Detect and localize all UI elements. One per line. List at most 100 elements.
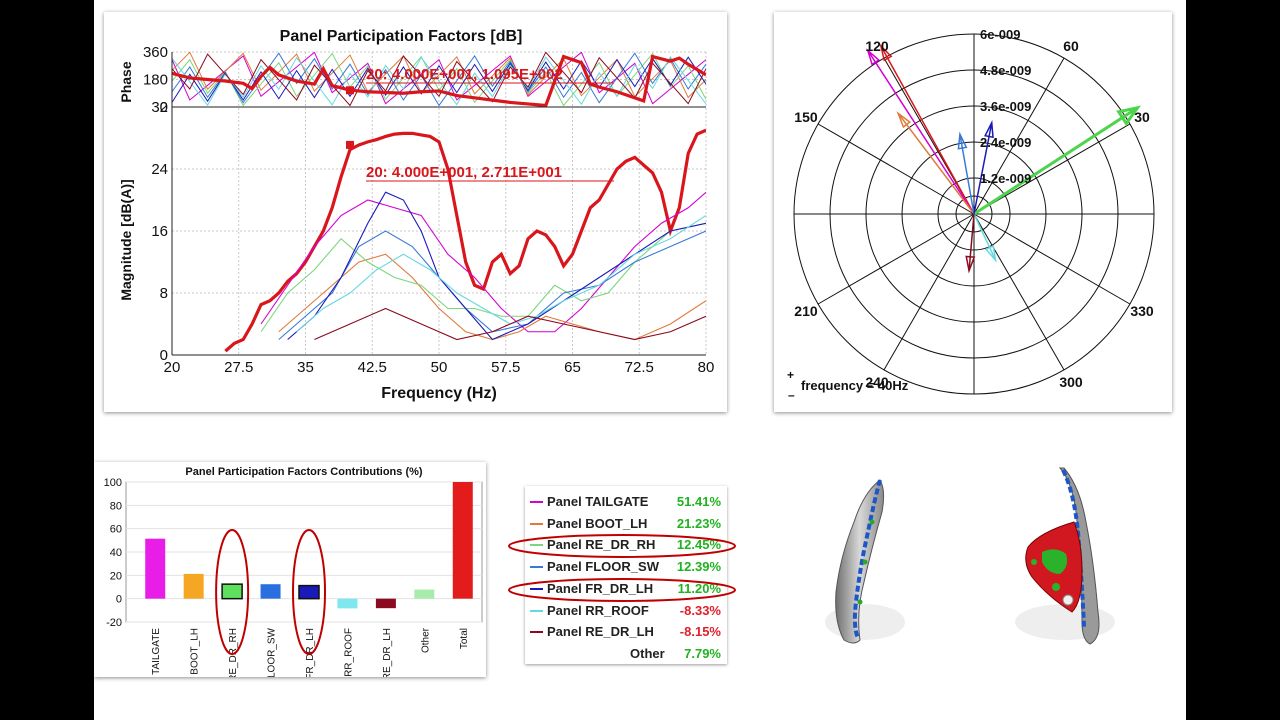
bar-y-tick-label: -20 xyxy=(106,617,122,629)
legend-row-panel-rr-roof[interactable]: Panel RR_ROOF -8.33% xyxy=(525,600,727,622)
legend-name: Panel BOOT_LH xyxy=(547,515,648,531)
legend-row-panel-floor-sw[interactable]: Panel FLOOR_SW 12.39% xyxy=(525,556,727,578)
angle-tick-label: 150 xyxy=(794,109,818,125)
bar-boot-lh[interactable] xyxy=(183,573,204,599)
legend-row-panel-re-dr-rh[interactable]: Panel RE_DR_RH 12.45% xyxy=(525,534,727,556)
phase-panel-traces xyxy=(172,52,706,107)
phase-tick-label: 0 xyxy=(160,99,168,116)
phase-series-panel-rr-roof xyxy=(172,55,706,107)
vector-head-panel-re-dr-lh xyxy=(965,255,976,274)
contributions-bar-chart: Panel Participation Factors Contribution… xyxy=(104,466,483,684)
ppf-axes: 20 27.5 35 42.5 50 57.5 65 72.5 8008162432018036… xyxy=(143,44,714,376)
ppf-series-group xyxy=(172,52,706,353)
door-model-left-view xyxy=(825,479,905,644)
legend-name: Other xyxy=(630,645,665,661)
magnitude-cursor-annotation: 20: 4.000E+001, 2.711E+001 xyxy=(366,164,562,181)
zoom-plus-label[interactable]: + xyxy=(787,368,794,382)
bar-other[interactable] xyxy=(414,589,435,599)
vector-panel-re-dr-rh xyxy=(973,106,1139,216)
legend-name: Panel RE_DR_LH xyxy=(547,624,654,640)
bar-fr-dr-lh[interactable] xyxy=(298,584,320,600)
phase-cursor-marker[interactable] xyxy=(346,86,354,95)
bar-y-tick-label: 40 xyxy=(110,547,122,559)
phase-series-panel-fr-dr-lh xyxy=(172,56,706,103)
door-model-right-view xyxy=(1015,467,1115,645)
magnitude-series-panel-re-dr-rh xyxy=(260,222,706,333)
x-tick-label: 35 xyxy=(297,359,314,376)
magnitude-tick-label: 24 xyxy=(151,161,168,178)
polar-chart: 1.2e-009 2.4e-009 3.6e-009 4.8e-009 6e-009 30… xyxy=(787,28,1155,402)
legend-row-panel-fr-dr-lh[interactable]: Panel FR_DR_LH 11.20% xyxy=(525,578,727,600)
x-tick-label: 50 xyxy=(431,359,448,376)
legend-row-other[interactable]: Other 7.79% xyxy=(525,643,727,665)
vector-head-panel-re-dr-rh xyxy=(1116,105,1142,127)
legend-value: 11.20% xyxy=(677,580,721,596)
magnitude-axis-label: Magnitude [dB(A)] xyxy=(118,179,134,300)
ppf-chart: Panel Participation Factors [dB] 20 27.5 3… xyxy=(118,28,714,402)
ppf-title: Panel Participation Factors [dB] xyxy=(280,28,523,45)
polar-spoke xyxy=(817,123,975,215)
legend-value: 21.23% xyxy=(676,515,721,531)
contributions-legend: Panel TAILGATE 51.41% Panel BOOT_LH 21.23% P… xyxy=(525,486,727,664)
radial-tick-label: 1.2e-009 xyxy=(980,171,1031,186)
legend-swatch xyxy=(530,587,543,590)
magnitude-tick-label: 32 xyxy=(151,99,168,116)
legend-value: 12.45% xyxy=(676,537,721,553)
door-model-graphic xyxy=(825,467,1115,645)
bar-grid xyxy=(125,481,483,623)
bar-y-tick-label: 80 xyxy=(110,500,122,512)
bar-category-label: RR_ROOF xyxy=(343,628,354,677)
vector-panel-re-dr-lh xyxy=(968,213,975,271)
phase-series-panel-re-dr-lh xyxy=(172,52,706,107)
bar-total[interactable] xyxy=(452,482,473,599)
highlight-ellipse-re-dr-rh xyxy=(508,534,736,558)
legend-name: Panel RR_ROOF xyxy=(547,602,649,618)
frequency-axis-label: Frequency (Hz) xyxy=(381,385,497,402)
bar-category-label: RE_DR_RH xyxy=(228,628,239,677)
bar-category-label: FLOOR_SW xyxy=(267,627,278,677)
angle-tick-label: 330 xyxy=(1130,303,1154,319)
bar-floor-sw[interactable] xyxy=(260,584,281,599)
vector-total xyxy=(880,45,975,215)
zoom-minus-label[interactable]: – xyxy=(788,388,795,402)
magnitude-tick-label: 0 xyxy=(160,347,168,364)
door-model-views xyxy=(820,462,1140,652)
bar-category-label: TAILGATE xyxy=(151,628,162,675)
legend-value: 51.41% xyxy=(676,494,721,509)
angle-tick-label: 240 xyxy=(865,374,889,390)
angle-tick-label: 210 xyxy=(794,303,818,319)
legend-highlight-overlay xyxy=(508,534,736,602)
bar-y-tick-label: 60 xyxy=(110,524,122,536)
legend-row-panel-boot-lh[interactable]: Panel BOOT_LH 21.23% xyxy=(525,513,727,535)
magnitude-cursor-marker[interactable] xyxy=(346,140,354,149)
magnitude-series-panel-fr-dr-lh xyxy=(287,191,706,341)
vector-head-panel-boot-lh xyxy=(896,111,912,129)
bar-rr-roof[interactable] xyxy=(337,598,358,609)
legend-value: -8.15% xyxy=(679,624,721,640)
bar-y-tick-label: 0 xyxy=(116,594,122,606)
polar-spoke xyxy=(973,123,1131,215)
x-tick-label: 27.5 xyxy=(224,359,253,376)
vector-head-panel-fr-dr-lh xyxy=(984,120,994,139)
legend-swatch xyxy=(530,609,543,612)
bar-re-dr-rh[interactable] xyxy=(221,583,243,600)
magnitude-series-panel-floor-sw xyxy=(278,230,706,340)
legend-value: 12.39% xyxy=(676,559,721,575)
polar-spoke xyxy=(973,57,1065,215)
polar-spoke xyxy=(973,213,1065,371)
legend-name: Panel FLOOR_SW xyxy=(547,559,659,575)
magnitude-series-panel-rr-roof xyxy=(296,215,706,333)
bar-tailgate[interactable] xyxy=(145,538,166,599)
highlight-ellipse-fr-dr-lh xyxy=(292,529,326,655)
bar-category-label: Other xyxy=(420,627,431,653)
bar-re-dr-lh[interactable] xyxy=(375,598,396,609)
bar-y-tick-label: 100 xyxy=(104,477,122,489)
phase-cursor-annotation: 20: 4.000E+001, 1.095E+002 xyxy=(366,66,563,83)
legend-value: 7.79% xyxy=(684,645,721,661)
legend-row-panel-re-dr-lh[interactable]: Panel RE_DR_LH -8.15% xyxy=(525,621,727,643)
angle-tick-label: 60 xyxy=(1063,38,1079,54)
polar-chart-panel: 1.2e-009 2.4e-009 3.6e-009 4.8e-009 6e-009 30… xyxy=(774,12,1172,412)
bar-category-label: BOOT_LH xyxy=(190,628,201,675)
legend-row-panel-tailgate[interactable]: Panel TAILGATE 51.41% xyxy=(525,491,727,513)
legend-name: Panel TAILGATE xyxy=(547,494,649,509)
